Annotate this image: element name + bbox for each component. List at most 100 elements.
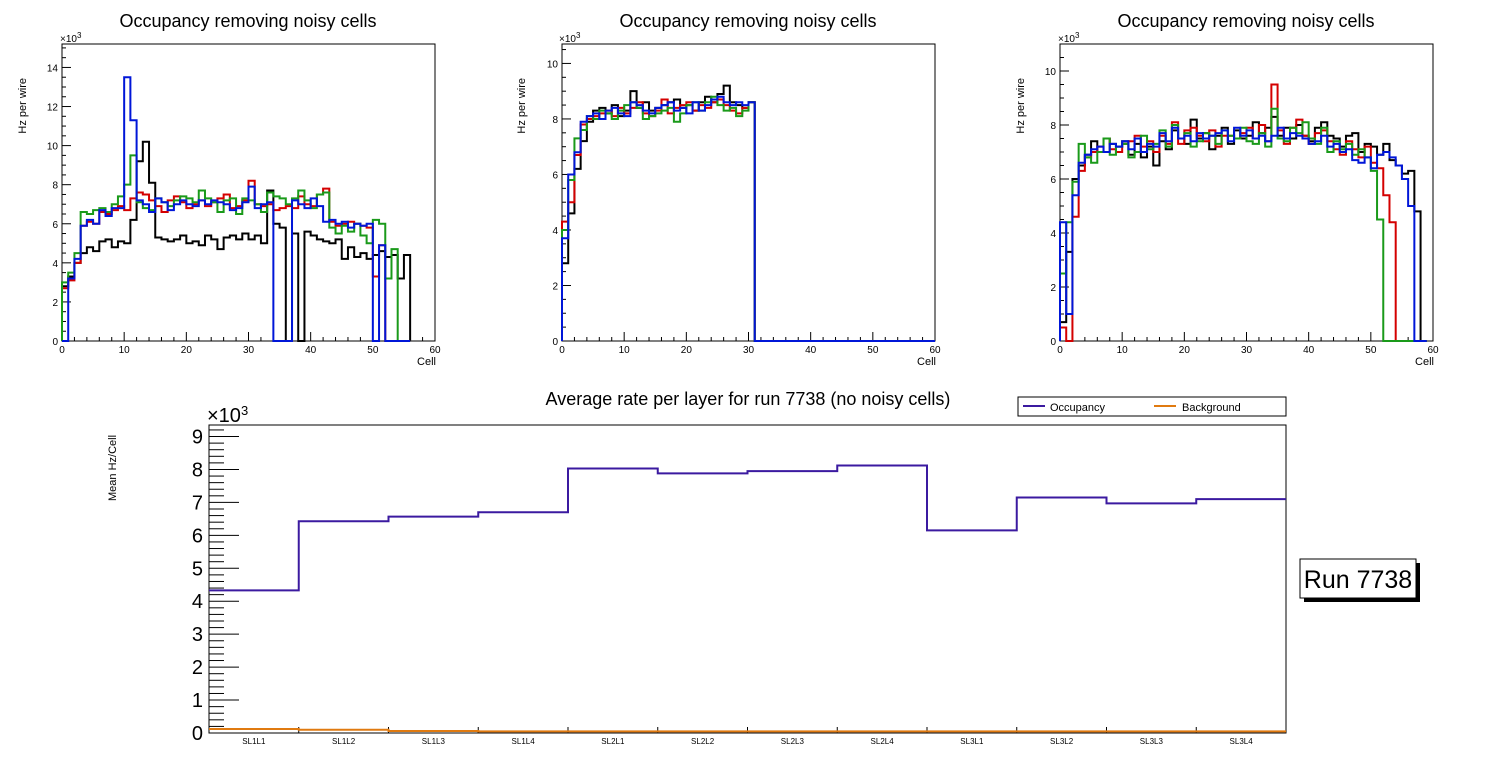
panel-3-ytick-label: 10 [1045,67,1057,78]
panel-2-ytick-label: 2 [552,281,558,292]
panel-1-xtick-label: 10 [119,345,131,356]
panel-3-xlabel: Cell [1415,356,1434,368]
layers-legend: Occupancy Background [1017,396,1287,417]
panel-2-ytick-label: 4 [552,226,558,237]
panel-1-exponent: ×103 [60,31,82,45]
layers-category-label: SL1L4 [512,737,536,746]
panel-3-xtick-label: 0 [1057,345,1063,356]
layers-category-label: SL3L4 [1230,737,1254,746]
panel-2-series-green [561,95,935,342]
run-label-box: Run 7738 [1299,558,1420,602]
run-label: Run 7738 [1304,566,1412,594]
panel-2-series [561,84,935,342]
panel-3: Occupancy removing noisy cells Cell Hz p… [1015,11,1439,368]
panel-2-title: Occupancy removing noisy cells [619,11,876,31]
panel-3-title: Occupancy removing noisy cells [1117,11,1374,31]
layers-category-label: SL2L1 [601,737,625,746]
layers-category-label: SL1L2 [332,737,356,746]
panel-2-frame [561,43,936,342]
layers-ytick-label: 8 [192,459,203,481]
run-box-frame [1299,558,1417,599]
panel-1-ticks: 0 10 20 30 40 50 60 0 2 4 6 8 10 12 14 [47,47,441,356]
panel-3-xtick-label: 30 [1241,345,1253,356]
panel-2-xtick-label: 60 [929,345,941,356]
layers-title: Average rate per layer for run 7738 (no … [546,389,951,409]
panel-3-ticks: 0 10 20 30 40 50 60 0 2 4 6 8 10 [1045,43,1439,356]
panel-1-ytick-label: 10 [47,142,59,153]
panel-3-xtick-label: 20 [1179,345,1191,356]
panel-2-ytick-label: 6 [552,170,558,181]
layers-ytick-label: 9 [192,427,203,449]
panel-1-series-blue [62,76,411,342]
panel-2-ylabel: Hz per wire [516,78,528,134]
panel-2-series-black [561,84,935,342]
layers-exponent-base: ×10 [207,405,241,427]
panel-1-ytick-label: 0 [52,337,58,348]
layers-category-label: SL3L3 [1140,737,1164,746]
panel-3-ytick-label: 8 [1050,121,1056,132]
panel-3-ytick-label: 0 [1050,337,1056,348]
layers-series [209,464,1286,733]
panel-3-xtick-label: 50 [1365,345,1377,356]
panel-2-xtick-label: 40 [805,345,817,356]
panel-2-ticks: 0 10 20 30 40 50 60 0 2 4 6 8 10 [547,49,941,356]
layers-ytick-label: 5 [192,558,203,580]
panel-3-series-blue [1059,126,1427,342]
panel-1-ytick-label: 4 [52,259,58,270]
layers-exponent: ×103 [207,403,248,427]
layers-series-background [209,728,1286,733]
panel-1-xtick-label: 30 [243,345,255,356]
panel-1-xtick-label: 60 [429,345,441,356]
panel-2: Occupancy removing noisy cells Cell Hz p… [516,11,941,368]
layers-ytick-label: 4 [192,591,203,613]
layers-category-label: SL2L3 [781,737,805,746]
panel-2-ytick-label: 8 [552,115,558,126]
panel-1-exponent-base: ×10 [60,34,77,45]
panel-3-ytick-label: 6 [1050,175,1056,186]
panel-3-exponent-power: 3 [1075,31,1080,40]
panel-3-series [1059,83,1427,342]
panel-1-ytick-label: 12 [47,103,59,114]
panel-2-ytick-label: 0 [552,337,558,348]
layers-ytick-label: 0 [192,723,203,745]
panel-1-title: Occupancy removing noisy cells [119,11,376,31]
layers-series-occupancy [209,464,1286,592]
layers-ytick-label: 3 [192,624,203,646]
panel-3-exponent: ×103 [1058,31,1080,45]
legend-occupancy-label: Occupancy [1050,402,1106,414]
panel-3-series-red [1059,83,1427,342]
legend-box [1017,396,1287,417]
layers-ytick-label: 7 [192,492,203,514]
panel-3-xtick-label: 40 [1303,345,1315,356]
panel-1-ytick-label: 14 [47,63,59,74]
layers-category-label: SL2L2 [691,737,715,746]
panel-3-ylabel: Hz per wire [1015,78,1027,134]
panel-1-xtick-label: 20 [181,345,193,356]
panel-2-xlabel: Cell [917,356,936,368]
layers-ylabel: Mean Hz/Cell [107,435,119,501]
panel-1-ytick-label: 8 [52,181,58,192]
layers-category-label: SL3L2 [1050,737,1074,746]
panel-1-exponent-power: 3 [77,31,82,40]
panel-3-ytick-label: 4 [1050,229,1056,240]
layers-category-label: SL1L1 [242,737,266,746]
panel-1: Occupancy removing noisy cells Cell Hz p… [17,11,441,368]
panel-2-exponent-base: ×10 [559,34,576,45]
panel-layers: Average rate per layer for run 7738 (no … [107,389,1420,746]
panel-3-exponent-base: ×10 [1058,34,1075,45]
panel-2-xtick-label: 20 [681,345,693,356]
layers-category-label: SL1L3 [422,737,446,746]
panel-1-xlabel: Cell [417,356,436,368]
panel-2-exponent: ×103 [559,31,581,45]
panel-1-ylabel: Hz per wire [17,78,29,134]
panel-3-xtick-label: 10 [1117,345,1129,356]
layers-category-label: SL2L4 [871,737,895,746]
layers-ticks: 0 1 2 3 4 5 6 7 8 9 SL1L1 SL1L2 SL1L3 SL1L4 SL2L1 SL2L2… [192,427,1253,746]
panel-2-xtick-label: 30 [743,345,755,356]
layers-exponent-power: 3 [241,403,248,418]
panel-1-xtick-label: 40 [305,345,317,356]
panel-2-series-red [561,98,935,342]
panel-1-ytick-label: 6 [52,220,58,231]
panel-2-exponent-power: 3 [576,31,581,40]
